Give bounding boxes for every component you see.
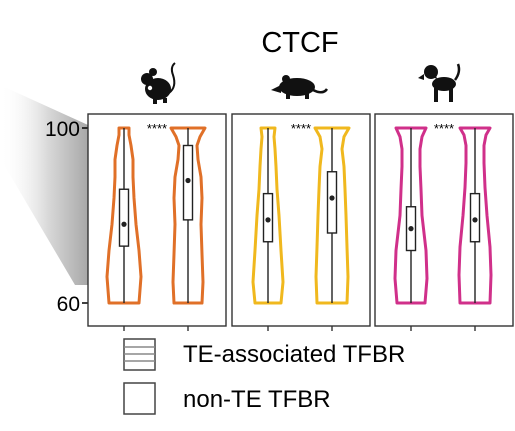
median-point [185, 177, 191, 184]
legend-label-te-associated: TE-associated TFBR [183, 341, 405, 368]
iqr-box [118, 188, 130, 247]
legend: TE-associated TFBR non-TE TFBR [123, 338, 405, 415]
mouse-icon [141, 62, 176, 104]
median-point [265, 217, 271, 223]
violin-panels: **** **** **** [87, 113, 514, 331]
legend-key-te-associated [123, 338, 156, 371]
median-point [121, 221, 127, 227]
median-point [329, 195, 335, 201]
y-tick-label-60: 60 [57, 293, 80, 316]
dog-icon [418, 63, 461, 102]
significance-label: **** [291, 121, 311, 136]
iqr-box [326, 171, 338, 234]
legend-key-non-te [123, 382, 156, 415]
significance-label: **** [147, 121, 167, 136]
chart-title: CTCF [261, 27, 338, 59]
legend-label-non-te: non-TE TFBR [183, 386, 331, 413]
y-tick-label-100: 100 [45, 118, 80, 141]
median-point [408, 226, 414, 232]
zoom-wedge [0, 85, 88, 285]
significance-label: **** [434, 121, 454, 136]
rat-icon [271, 75, 329, 99]
median-point [472, 217, 478, 223]
